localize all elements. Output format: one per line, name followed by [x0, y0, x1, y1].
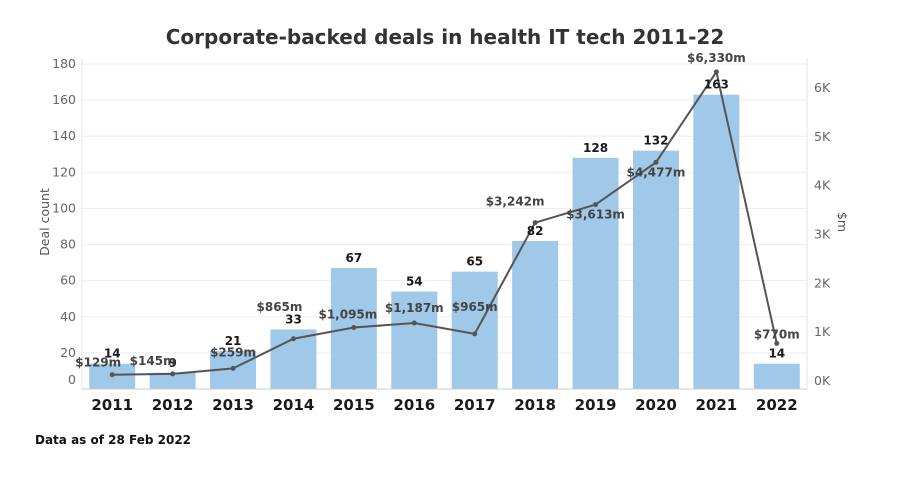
bar-value-label: 14	[104, 347, 121, 361]
x-tick-label: 2022	[756, 396, 798, 414]
right-y-axis: 0K 1K 2K 3K 4K 5K 6K	[814, 80, 831, 388]
y-tick-label: 0	[68, 372, 76, 387]
chart-title: Corporate-backed deals in health IT tech…	[166, 25, 725, 49]
line-value-label: $145m	[130, 354, 176, 368]
bar-value-label: 132	[643, 134, 668, 148]
x-axis: 2011 2012 2013 2014 2015 2016 2017 2018 2019 2020…	[82, 388, 807, 414]
bar-value-label: 67	[346, 251, 363, 265]
line-point-2015	[351, 325, 357, 331]
line-data-labels: $129m $145m $259m $865m $1,095m $1,187m $965m $…	[75, 51, 799, 370]
line-value-label: $1,095m	[318, 308, 377, 322]
y-tick-label: 80	[60, 237, 76, 252]
x-tick-label: 2016	[393, 396, 435, 414]
bar-value-label: 65	[466, 255, 483, 269]
bar-2020	[632, 150, 679, 389]
y2-tick-label: 0K	[814, 373, 831, 388]
y-tick-label: 60	[60, 273, 76, 288]
y2-tick-label: 4K	[814, 178, 831, 193]
y-tick-label: 160	[52, 92, 76, 107]
y2-tick-label: 5K	[814, 129, 831, 144]
x-tick-label: 2012	[152, 396, 194, 414]
bar-value-label: 163	[704, 78, 729, 92]
line-value-label: $3,613m	[566, 208, 625, 222]
bar-value-label: 21	[225, 334, 242, 348]
line-value-label: $259m	[210, 345, 256, 359]
footnote: Data as of 28 Feb 2022	[35, 433, 191, 447]
x-tick-label: 2019	[575, 396, 617, 414]
line-point-2012	[170, 371, 176, 377]
y-tick-label: 100	[52, 200, 76, 215]
line-point-2016	[411, 320, 417, 326]
x-tick-label: 2017	[454, 396, 496, 414]
bar-value-label: 54	[406, 275, 423, 289]
line-series	[109, 69, 780, 378]
line-path	[112, 69, 778, 376]
y-tick-label: 20	[60, 345, 76, 360]
line-value-label: $3,242m	[486, 195, 545, 209]
y2-tick-label: 1K	[814, 324, 831, 339]
y2-tick-label: 2K	[814, 275, 831, 290]
line-point-2018	[532, 220, 538, 226]
bar-value-label: 82	[527, 224, 544, 238]
bar-series	[89, 94, 800, 389]
bar-2018	[512, 240, 559, 389]
bar-2019	[572, 157, 619, 389]
line-point-2021	[713, 69, 719, 75]
bar-2016	[391, 291, 438, 389]
x-tick-label: 2015	[333, 396, 375, 414]
line-point-2022	[774, 340, 780, 346]
line-value-label: $129m	[75, 356, 121, 370]
y2-tick-label: 3K	[814, 227, 831, 242]
left-y-axis: 0 20 40 60 80 100 120 140 160 180	[52, 56, 76, 387]
bar-2021	[693, 94, 740, 389]
bar-value-label: 128	[583, 141, 608, 155]
line-value-label: $865m	[257, 300, 303, 314]
line-value-label: $1,187m	[385, 301, 444, 315]
y-tick-label: 140	[52, 128, 76, 143]
line-value-label: $4,477m	[627, 165, 686, 179]
bar-value-label: 14	[768, 347, 785, 361]
bar-2022	[753, 363, 800, 389]
x-tick-label: 2020	[635, 396, 677, 414]
line-value-label: $770m	[754, 327, 800, 341]
y-tick-label: 120	[52, 164, 76, 179]
line-value-label: $965m	[452, 300, 498, 314]
bar-2012	[149, 372, 196, 389]
line-point-2011	[109, 372, 115, 378]
y-tick-label: 40	[60, 309, 76, 324]
x-tick-label: 2021	[696, 396, 738, 414]
x-tick-label: 2014	[273, 396, 315, 414]
y2-axis-label: $m	[835, 212, 850, 232]
x-tick-label: 2013	[212, 396, 254, 414]
bar-data-labels: 14 9 21 33 67 54 65 82 128 132 163 14	[104, 78, 785, 370]
bar-value-label: 33	[285, 312, 302, 326]
gridlines	[81, 58, 808, 389]
line-point-2020	[653, 159, 659, 165]
line-value-label: $6,330m	[687, 51, 746, 65]
x-tick-label: 2018	[514, 396, 556, 414]
line-point-2014	[290, 336, 296, 342]
y2-tick-label: 6K	[814, 80, 831, 95]
x-tick-label: 2011	[91, 396, 133, 414]
bar-value-label: 9	[168, 356, 176, 370]
y-tick-label: 180	[52, 56, 76, 71]
line-point-2013	[230, 365, 236, 371]
line-point-2017	[472, 331, 478, 337]
line-point-2019	[593, 202, 599, 208]
y-axis-label: Deal count	[37, 188, 52, 256]
